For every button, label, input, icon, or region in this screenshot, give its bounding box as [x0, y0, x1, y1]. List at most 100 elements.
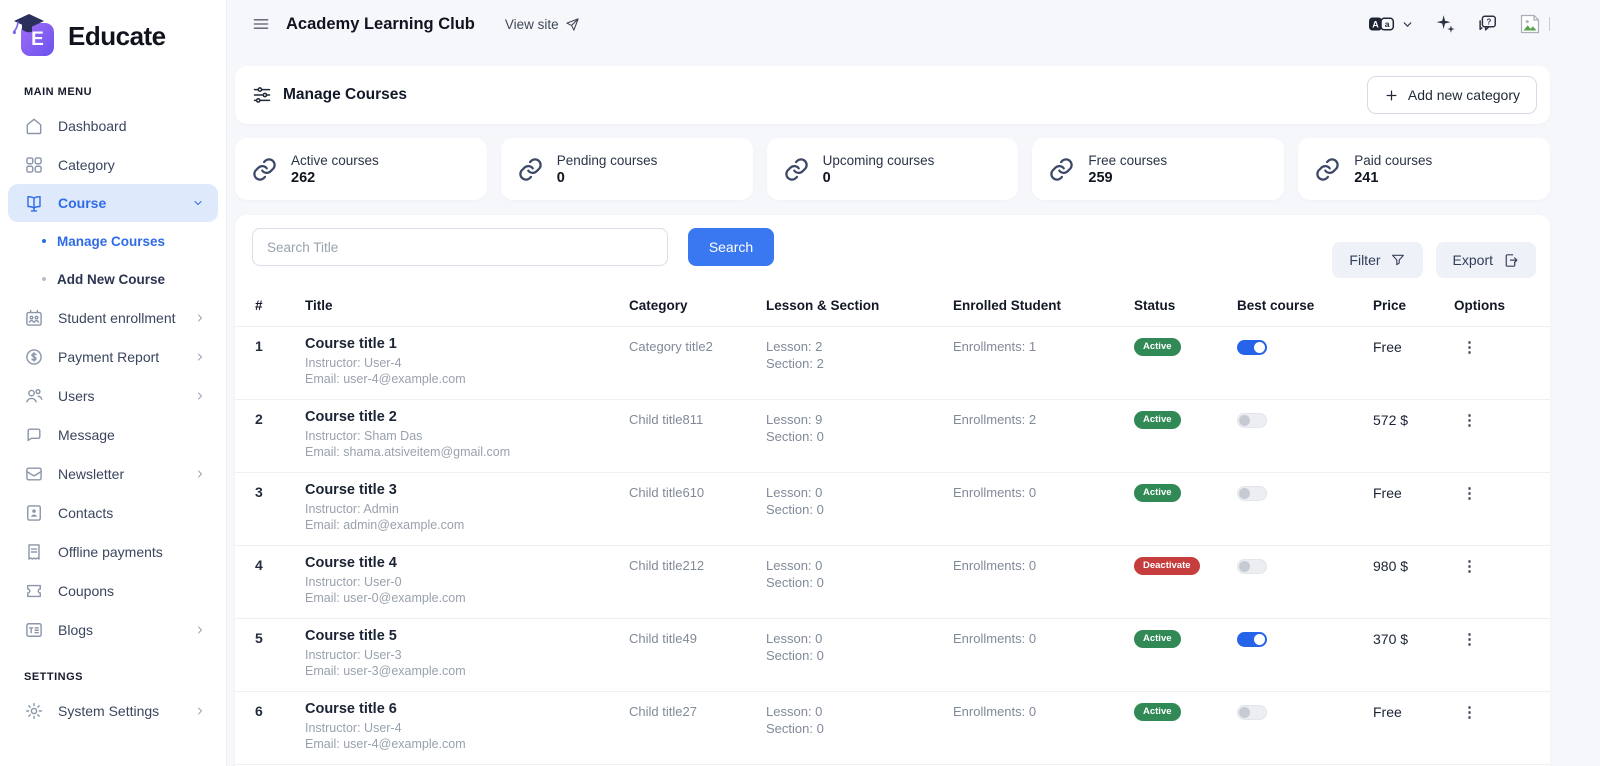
sidebar-item-message[interactable]: Message — [0, 415, 226, 454]
course-price: 572 $ — [1373, 412, 1409, 428]
sidebar-subitem-add-new-course[interactable]: Add New Course — [0, 260, 226, 298]
row-number: 4 — [255, 557, 263, 573]
chevron-right-icon — [198, 626, 202, 633]
sidebar-item-payment-report[interactable]: Payment Report — [0, 337, 226, 376]
dollar-circle-icon — [26, 348, 42, 365]
chat-icon — [27, 427, 41, 441]
enrollments: Enrollments: 1 — [953, 339, 1037, 354]
sidebar-item-offline-payments[interactable]: Offline payments — [0, 532, 226, 571]
sidebar-item-newsletter[interactable]: Newsletter — [0, 454, 226, 493]
link-icon — [253, 157, 276, 181]
row-number: 5 — [255, 630, 263, 646]
course-instructor: Instructor: User-4 — [305, 356, 402, 370]
row-number: 1 — [255, 338, 263, 354]
sidebar-item-label: Newsletter — [58, 465, 125, 482]
table-row: 3 Course title 3 Instructor: Admin Email… — [235, 473, 1550, 546]
course-category: Child title212 — [629, 558, 705, 573]
stat-value: 241 — [1354, 169, 1379, 186]
stat-value: 0 — [822, 169, 831, 186]
course-email: Email: user-4@example.com — [305, 372, 466, 386]
stat-card-active-courses: Active courses 262 — [235, 138, 487, 200]
help-chat-icon: ? — [1479, 15, 1496, 31]
stat-label: Free courses — [1088, 152, 1168, 168]
filter-button[interactable]: Filter — [1332, 242, 1423, 278]
table-row: 2 Course title 2 Instructor: Sham Das Em… — [235, 400, 1550, 473]
col-header-num: # — [255, 298, 263, 313]
svg-text:A: A — [1372, 19, 1379, 29]
sidebar-item-label: Users — [58, 387, 95, 404]
best-course-toggle[interactable] — [1237, 632, 1267, 647]
best-course-toggle[interactable] — [1237, 486, 1267, 501]
course-price: 980 $ — [1373, 558, 1409, 574]
sidebar-item-course[interactable]: Course — [8, 184, 218, 222]
best-course-toggle[interactable] — [1237, 705, 1267, 720]
row-number: 2 — [255, 411, 263, 427]
blog-icon — [26, 622, 42, 637]
add-new-category-label: Add new category — [1407, 87, 1520, 103]
options-menu-button[interactable]: ⋮ — [1462, 631, 1477, 648]
best-course-toggle[interactable] — [1237, 340, 1267, 355]
course-price: Free — [1373, 485, 1402, 501]
view-site-link[interactable]: View site — [505, 17, 580, 32]
course-title: Course title 3 — [305, 482, 397, 498]
sidebar-item-label: Course — [58, 195, 107, 211]
col-header-status: Status — [1134, 298, 1176, 313]
sidebar-subitem-manage-courses[interactable]: Manage Courses — [0, 222, 226, 260]
sidebar-item-label: Message — [58, 426, 115, 443]
language-switcher[interactable]: A a — [1368, 14, 1414, 34]
user-avatar[interactable] — [1518, 13, 1550, 35]
grid-icon — [26, 156, 42, 173]
export-button[interactable]: Export — [1435, 242, 1536, 278]
sidebar-item-label: Payment Report — [58, 348, 160, 365]
sparkles-icon — [1436, 15, 1455, 33]
ai-sparkles-button[interactable] — [1434, 13, 1456, 35]
brand-name: Educate — [68, 20, 166, 51]
section-count: Section: 0 — [766, 575, 824, 590]
options-menu-button[interactable]: ⋮ — [1462, 339, 1477, 356]
options-menu-button[interactable]: ⋮ — [1462, 704, 1477, 721]
sidebar-item-contacts[interactable]: Contacts — [0, 493, 226, 532]
topbar: Academy Learning Club View site A a — [227, 0, 1600, 48]
course-category: Child title811 — [629, 412, 704, 427]
options-menu-button[interactable]: ⋮ — [1462, 558, 1477, 575]
search-input[interactable] — [252, 228, 668, 266]
course-instructor: Instructor: User-3 — [305, 648, 402, 662]
status-badge: Active — [1134, 703, 1181, 721]
stat-card-pending-courses: Pending courses 0 — [500, 138, 753, 200]
sidebar-item-student-enrollment[interactable]: Student enrollment — [0, 298, 226, 337]
sidebar-item-coupons[interactable]: Coupons — [0, 571, 226, 610]
course-title: Course title 4 — [305, 555, 397, 571]
options-menu-button[interactable]: ⋮ — [1462, 412, 1477, 429]
sidebar-item-system-settings[interactable]: System Settings — [0, 691, 226, 730]
sidebar-item-blogs[interactable]: Blogs — [0, 610, 226, 649]
best-course-toggle[interactable] — [1237, 559, 1267, 574]
toggle-knob — [1254, 342, 1265, 353]
help-button[interactable]: ? — [1476, 13, 1498, 35]
stat-label: Pending courses — [556, 152, 658, 168]
ticket-icon — [27, 584, 41, 597]
course-email: Email: user-0@example.com — [305, 591, 466, 605]
col-header-options: Options — [1454, 298, 1505, 313]
sidebar-item-category[interactable]: Category — [0, 145, 226, 184]
bullet-icon — [42, 239, 46, 243]
sidebar-item-label: System Settings — [58, 702, 160, 719]
course-title: Course title 2 — [305, 409, 397, 425]
contact-card-icon — [27, 504, 41, 521]
course-price: Free — [1373, 704, 1402, 720]
sidebar-item-users[interactable]: Users — [0, 376, 226, 415]
home-icon — [26, 118, 42, 134]
add-new-category-button[interactable]: Add new category — [1366, 76, 1537, 114]
status-badge: Active — [1134, 484, 1181, 502]
course-email: Email: shama.atsiveitem@gmail.com — [305, 445, 511, 459]
hamburger-menu-icon[interactable] — [251, 14, 271, 34]
course-price: Free — [1373, 339, 1402, 355]
options-menu-button[interactable]: ⋮ — [1462, 485, 1477, 502]
bullet-icon — [42, 277, 46, 281]
best-course-toggle[interactable] — [1237, 413, 1267, 428]
sidebar-item-dashboard[interactable]: Dashboard — [0, 106, 226, 145]
svg-text:a: a — [1385, 19, 1390, 29]
search-button[interactable]: Search — [688, 228, 774, 266]
main-menu-label: MAIN MENU — [24, 86, 93, 98]
lesson-count: Lesson: 2 — [766, 339, 823, 354]
